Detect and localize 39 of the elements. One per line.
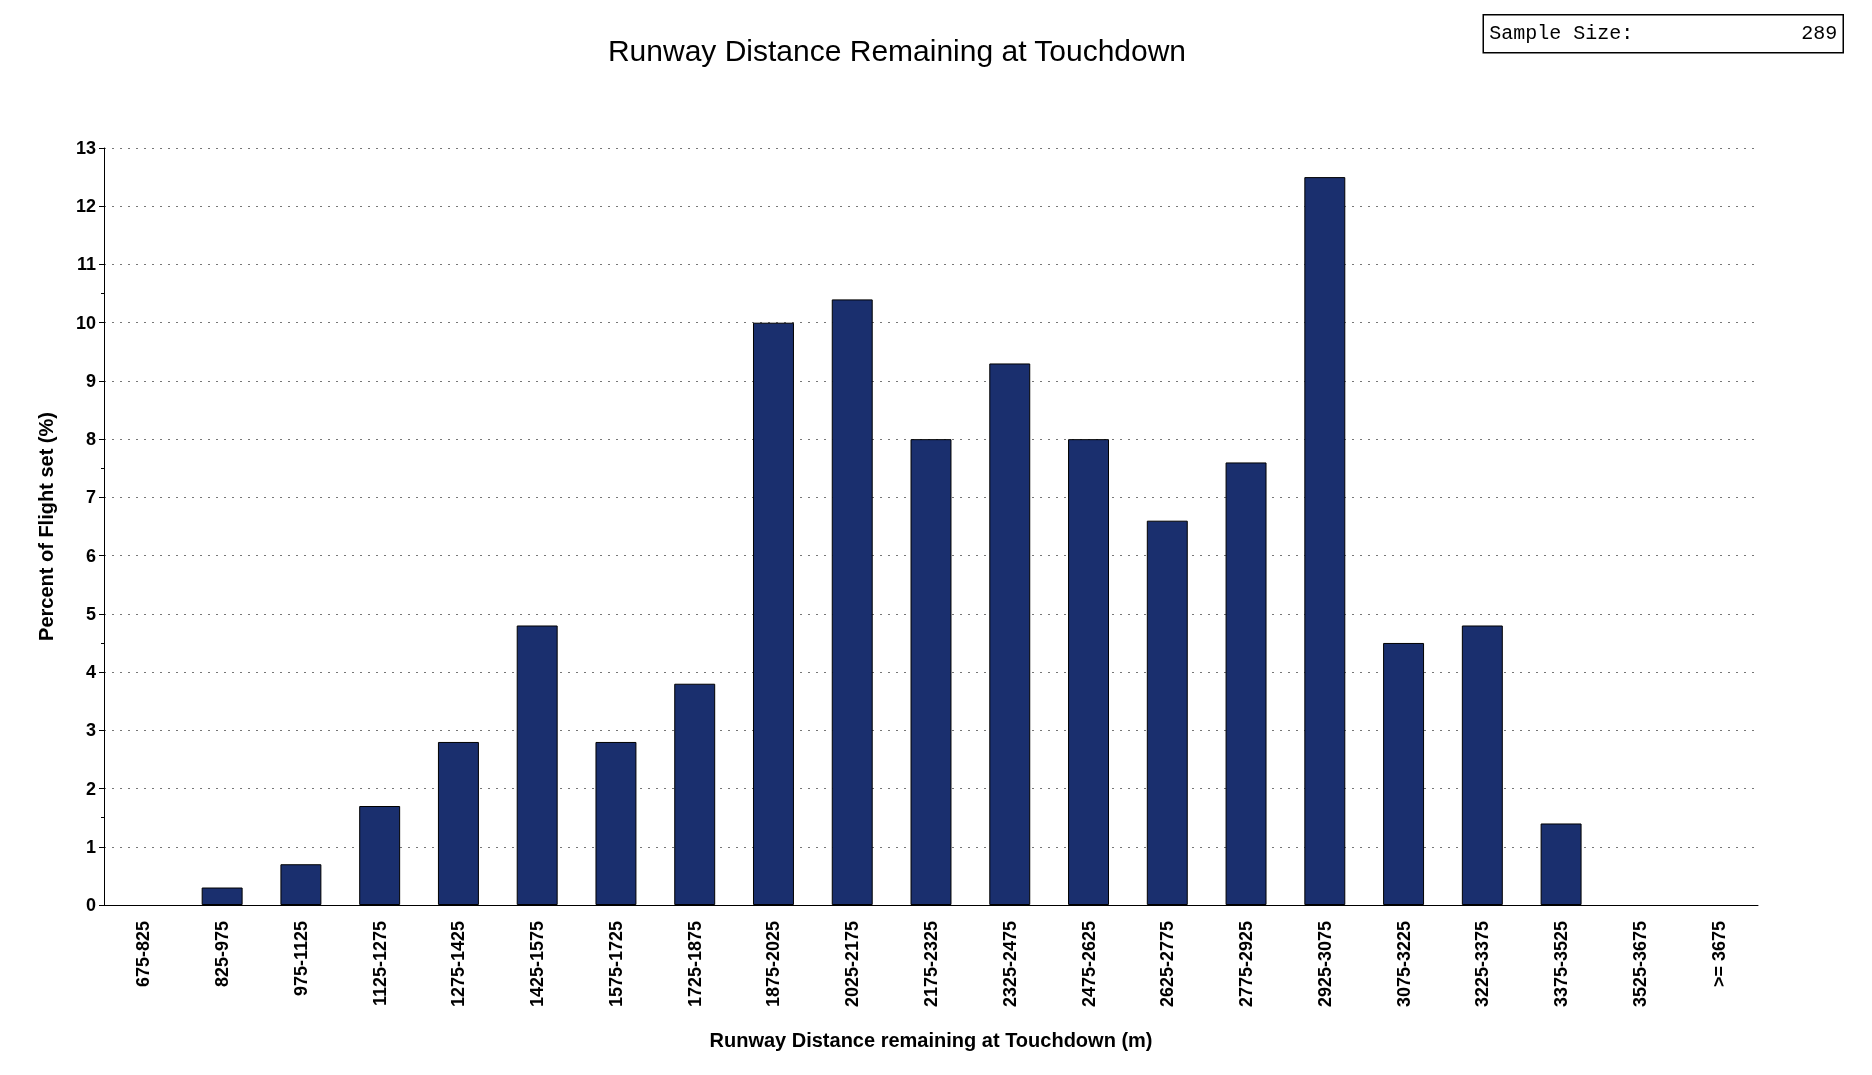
y-tick-label: 1 [85, 836, 96, 857]
x-tick-label: 3375-3525 [1551, 921, 1572, 1008]
x-tick-label: 1425-1575 [527, 921, 548, 1008]
y-tick-label: 7 [85, 487, 96, 508]
x-tick-label: 3075-3225 [1393, 921, 1414, 1008]
x-axis-title: Runway Distance remaining at Touchdown (m) [709, 1029, 1153, 1051]
y-tick-label: 13 [75, 138, 96, 158]
x-tick-label: 2175-2325 [921, 921, 941, 1008]
x-tick-label: 1125-1275 [369, 921, 390, 1007]
x-tick-label: 2325-2475 [999, 921, 1020, 1008]
x-tick-label: 1725-1875 [684, 921, 705, 1008]
y-tick-label: 0 [85, 895, 96, 915]
y-tick-label: 12 [75, 196, 96, 217]
x-tick-label: >= 3675 [1708, 921, 1729, 988]
x-tick-label: 975-1125 [290, 921, 311, 997]
x-tick-label: 2475-2625 [1078, 921, 1099, 1008]
y-tick-label: 6 [85, 545, 96, 566]
x-tick-label: 1275-1425 [448, 921, 469, 1008]
x-tick-label: 2775-2925 [1236, 921, 1257, 1008]
text: Sample Size: 289 [1489, 22, 1838, 46]
x-tick-label: 1875-2025 [763, 921, 784, 1008]
x-tick-label: 2925-3075 [1314, 921, 1335, 1008]
x-tick-label: 3225-3375 [1472, 921, 1493, 1008]
x-tick-label: 1575-1725 [605, 921, 626, 1008]
y-tick-label: 4 [85, 662, 96, 683]
y-tick-label: 8 [85, 429, 96, 450]
x-tick-label: 2625-2775 [1157, 921, 1178, 1008]
y-tick-label: 11 [76, 254, 96, 275]
y-tick-label: 9 [85, 370, 96, 391]
y-tick-label: 3 [85, 720, 96, 741]
x-tick-label: 825-975 [212, 921, 233, 988]
y-tick-label: 5 [85, 603, 96, 624]
x-tick-label: 2025-2175 [842, 921, 863, 1008]
y-axis-title: Percent of Flight set (%) [35, 412, 57, 641]
x-tick-label: 3525-3675 [1629, 921, 1650, 1008]
y-tick-label: 10 [75, 312, 96, 333]
chart-title: Runway Distance Remaining at Touchdown [607, 33, 1187, 67]
x-tick-label: 675-825 [133, 921, 154, 988]
y-tick-label: 2 [85, 778, 96, 799]
